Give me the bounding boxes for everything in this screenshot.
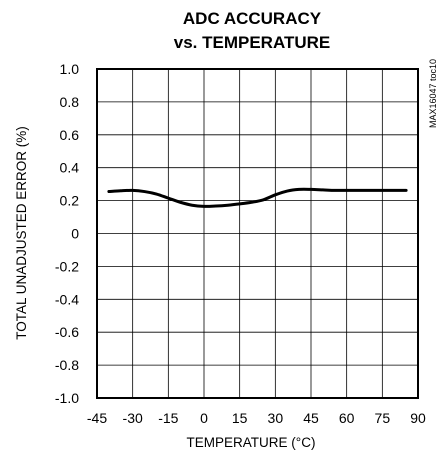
y-tick-labels: 1.0 0.8 0.6 0.4 0.2 0 -0.2 -0.4 -0.6 -0.8 -1.0 bbox=[55, 61, 79, 406]
x-tick-label: 0 bbox=[200, 410, 208, 426]
y-tick-label: 0.8 bbox=[60, 94, 80, 110]
x-tick-label: -15 bbox=[158, 410, 178, 426]
x-tick-label: 15 bbox=[232, 410, 248, 426]
x-tick-labels: -45 -30 -15 0 15 30 45 60 75 90 bbox=[87, 410, 426, 426]
series-line bbox=[107, 187, 408, 208]
y-tick-label: -1.0 bbox=[55, 390, 79, 406]
y-tick-label: 0 bbox=[71, 226, 79, 242]
series-layer bbox=[107, 187, 408, 208]
x-tick-label: 75 bbox=[375, 410, 391, 426]
y-tick-label: 1.0 bbox=[60, 61, 80, 77]
x-tick-label: 60 bbox=[339, 410, 355, 426]
plot-frame bbox=[96, 68, 419, 399]
y-tick-label: -0.6 bbox=[55, 324, 79, 340]
x-tick-label: 45 bbox=[303, 410, 319, 426]
x-axis-label: TEMPERATURE (°C) bbox=[187, 435, 316, 450]
x-tick-label: -45 bbox=[87, 410, 107, 426]
grid bbox=[96, 68, 419, 399]
y-tick-label: -0.4 bbox=[55, 291, 79, 307]
chart-title-line-2: vs. TEMPERATURE bbox=[174, 33, 331, 52]
y-tick-label: 0.4 bbox=[60, 160, 80, 176]
part-number: MAX16047 toc10 bbox=[428, 59, 438, 128]
chart-title-line-1: ADC ACCURACY bbox=[183, 9, 322, 28]
y-tick-label: -0.2 bbox=[55, 258, 79, 274]
y-tick-label: 0.6 bbox=[60, 127, 80, 143]
x-tick-label: 30 bbox=[268, 410, 284, 426]
x-tick-label: 90 bbox=[410, 410, 426, 426]
x-tick-label: -30 bbox=[123, 410, 143, 426]
y-axis-label: TOTAL UNADJUSTED ERROR (%) bbox=[14, 126, 29, 340]
y-tick-label: -0.8 bbox=[55, 357, 79, 373]
y-tick-label: 0.2 bbox=[60, 193, 80, 209]
